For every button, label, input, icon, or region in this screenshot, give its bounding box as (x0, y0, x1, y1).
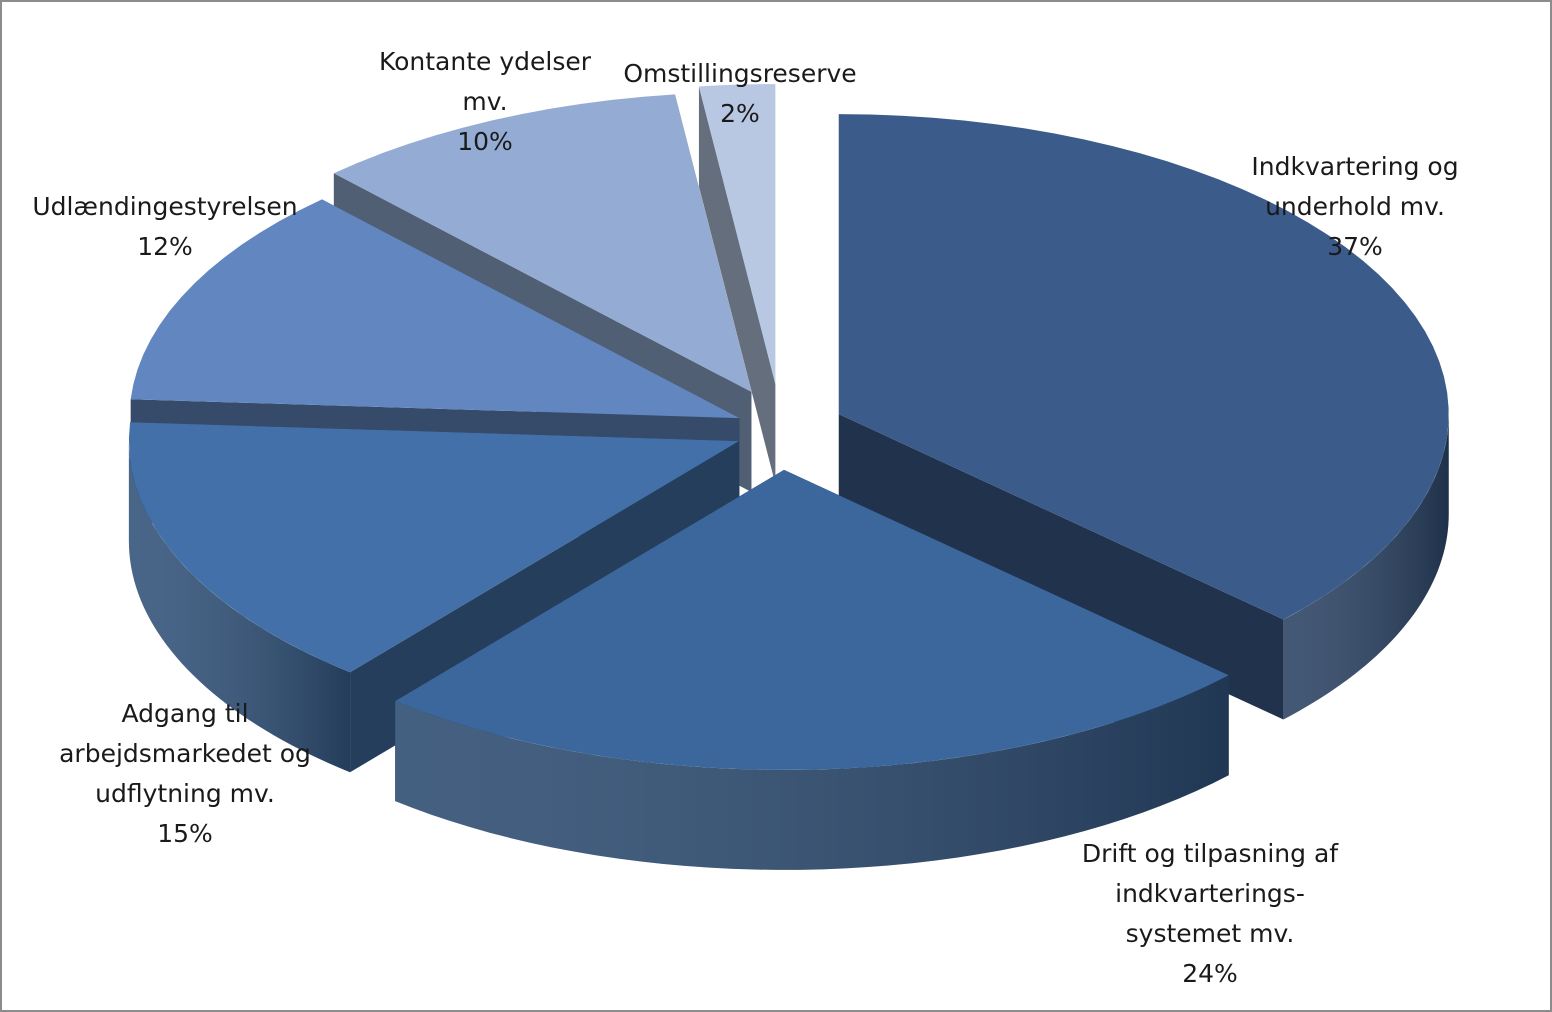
pie-slice-2 (128, 422, 739, 773)
pie-slice-1 (395, 469, 1229, 870)
slice-value-label-0: 37% (1327, 232, 1383, 261)
pie-slice-5 (698, 84, 776, 485)
slice-label-1-line-0: Drift og tilpasning af (1082, 839, 1339, 868)
slice-label-4: Kontante ydelser mv. 10% (379, 47, 592, 156)
pie-slice-1-top (395, 469, 1229, 770)
pie-slice-2-rim-shade (128, 441, 351, 773)
slice-label-3: Udlændingestyrelsen 12% (32, 192, 297, 261)
slice-label-1-line-2: systemet mv. (1126, 919, 1295, 948)
slice-label-4-line-0: Kontante ydelser (379, 47, 592, 76)
pie-slice-3-top (130, 199, 740, 419)
slice-label-5-line-0: Omstillingsreserve (623, 59, 856, 88)
pie-slice-5-wall-0 (698, 86, 776, 485)
slice-value-label-1: 24% (1182, 959, 1238, 988)
pie-slice-0-rim-shade (1283, 414, 1449, 720)
slice-label-2-line-0: Adgang til (121, 699, 248, 728)
slice-value-label-5: 2% (720, 99, 760, 128)
pie-slice-2-top (128, 422, 739, 673)
slice-label-3-line-0: Udlændingestyrelsen (32, 192, 297, 221)
pie-slice-0-wall-1 (838, 414, 1284, 720)
slice-label-2: Adgang til arbejdsmarkedet og udflytning m… (59, 699, 311, 848)
pie-slice-4-top (333, 94, 752, 392)
slice-label-4-line-1: mv. (462, 87, 507, 116)
slice-value-label-3: 12% (137, 232, 193, 261)
slice-label-2-line-1: arbejdsmarkedet og (59, 739, 311, 768)
slice-label-0: Indkvartering og underhold mv. 37% (1251, 152, 1458, 261)
slice-label-1-line-1: indkvarterings- (1115, 879, 1305, 908)
slice-label-2-line-2: udflytning mv. (95, 779, 275, 808)
pie-slice-1-rim-shade (395, 675, 1229, 870)
pie-slice-0 (838, 114, 1449, 720)
slice-label-1: Drift og tilpasning af indkvarterings-sys… (1082, 839, 1339, 988)
slice-value-label-4: 10% (457, 127, 513, 156)
slice-label-0-line-1: underhold mv. (1265, 192, 1445, 221)
pie-slice-0-top (838, 114, 1449, 620)
slice-label-5: Omstillingsreserve 2% (623, 59, 856, 128)
slice-label-0-line-0: Indkvartering og (1251, 152, 1458, 181)
pie-slice-5-top (698, 84, 776, 385)
slice-value-label-2: 15% (157, 819, 213, 848)
